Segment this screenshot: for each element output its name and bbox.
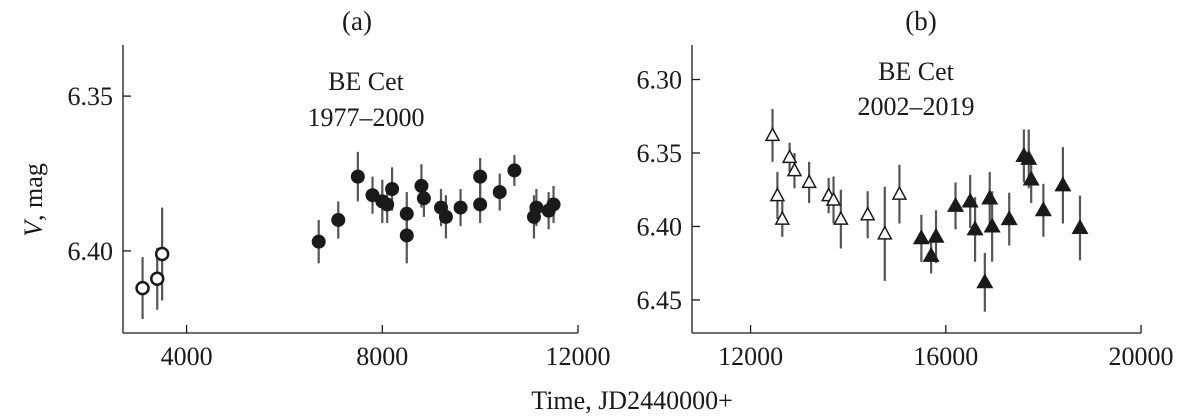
panel-b-ticks: 12000 16000 20000 6.30 6.35 6.40 6.45: [637, 66, 1174, 371]
panel-a-filled-circle-point: [453, 200, 468, 215]
panel-b-filled-triangle-point: [983, 217, 1001, 233]
y-axis-title: V, mag: [19, 163, 48, 237]
panel-b-filled-triangle-point: [927, 227, 945, 243]
panel-b-filled-triangle-point: [976, 273, 994, 289]
panel-b-y-tick-label: 6.40: [637, 212, 683, 241]
panel-b-filled-triangle-point: [1000, 210, 1018, 226]
panel-b-filled-triangle-point: [912, 229, 930, 245]
panel-a-filled-circle-point: [414, 178, 429, 193]
panel-a-filled-circle-point: [529, 200, 544, 215]
panel-b-filled-triangle-point: [922, 246, 940, 262]
panel-a-filled-circle-point: [399, 228, 414, 243]
panel-a-open-circle-point: [149, 271, 165, 287]
panel-b-error-bars: [771, 108, 1082, 312]
y-axis-title-variable: V: [19, 218, 48, 237]
panel-b-filled-triangle-point: [1054, 176, 1072, 192]
panel-b-open-triangle-point: [781, 148, 798, 164]
panel-a-filled-circle-point: [311, 234, 326, 249]
panel-b-x-tick-label: 16000: [913, 342, 978, 371]
panel-b-y-tick-label: 6.45: [637, 286, 683, 315]
panel-b-filled-triangle-point: [947, 196, 965, 212]
x-axis-title: Time, JD2440000+: [531, 386, 733, 415]
panel-b-y-tick-label: 6.35: [637, 139, 683, 168]
panel-b-annotation-years: 2002–2019: [858, 92, 975, 121]
panel-a-markers: [135, 163, 561, 296]
panel-b-label: (b): [905, 6, 936, 36]
panel-a-ticks: 4000 8000 12000 6.35 6.40: [68, 82, 611, 371]
panel-b-filled-triangle-point: [961, 192, 979, 208]
panel-a-x-tick-label: 12000: [546, 342, 611, 371]
panel-b-open-triangle-point: [877, 225, 893, 240]
panel-a-filled-circle-point: [546, 197, 561, 212]
panel-a-filled-circle-point: [331, 212, 346, 227]
panel-a-error-bars: [141, 151, 555, 320]
panel-b-filled-triangle-point: [1020, 149, 1038, 165]
panel-b-open-triangle-point: [769, 187, 786, 202]
panel-b-filled-triangle-point: [1022, 170, 1040, 186]
panel-b-open-triangle-point: [764, 126, 781, 142]
panel-b-filled-triangle-point: [1071, 218, 1089, 234]
panel-b-filled-triangle-point: [966, 220, 984, 236]
panel-a-filled-circle-point: [385, 182, 400, 196]
panel-a-filled-circle-point: [380, 197, 395, 212]
panel-b-x-tick-label: 12000: [718, 342, 783, 371]
panel-b-annotation-star: BE Cet: [878, 57, 955, 86]
panel-b-open-triangle-point: [786, 162, 803, 177]
panel-a-annotation-star: BE Cet: [328, 67, 405, 96]
panel-a-filled-circle-point: [507, 163, 522, 178]
panel-a-filled-circle-point: [438, 209, 453, 224]
panel-b-y-tick-label: 6.30: [637, 66, 683, 95]
panel-b-open-triangle-point: [801, 173, 817, 189]
panel-b-filled-triangle-point: [981, 189, 999, 205]
panel-b-open-triangle-point: [774, 210, 791, 225]
panel-a-open-circle-point: [135, 280, 150, 296]
panel-a-filled-circle-point: [492, 185, 507, 200]
panel-b-open-triangle-point: [825, 191, 842, 206]
panel-a-filled-circle-point: [399, 206, 414, 221]
panel-b: (b) 12000 16000 20000 6.30 6.35 6.40 6.45 BE C…: [637, 6, 1174, 371]
panel-a-filled-circle-point: [473, 169, 488, 184]
panel-b-axes-frame: [691, 45, 1141, 334]
panel-a: (a) 4000 8000 12000 6.35 6.40 BE Cet 1977–20…: [68, 6, 611, 371]
panel-a-filled-circle-point: [350, 169, 365, 184]
panel-a-y-tick-label: 6.35: [68, 82, 114, 111]
panel-b-open-triangle-point: [833, 210, 849, 225]
panel-b-markers: [764, 126, 1089, 289]
panel-a-annotation-years: 1977–2000: [308, 103, 425, 132]
panel-a-filled-circle-point: [416, 191, 431, 206]
panel-a-open-circle-point: [154, 246, 170, 262]
panel-a-label: (a): [342, 6, 372, 36]
panel-a-y-tick-label: 6.40: [68, 237, 114, 266]
panel-b-open-triangle-point: [859, 206, 876, 221]
panel-b-open-triangle-point: [891, 185, 908, 200]
panel-a-axes-frame: [122, 45, 578, 334]
panel-b-x-tick-label: 20000: [1109, 342, 1174, 371]
panel-b-filled-triangle-point: [1034, 201, 1052, 217]
y-axis-title-unit: , mag: [19, 163, 48, 221]
panel-a-x-tick-label: 4000: [161, 342, 213, 371]
panel-a-filled-circle-point: [473, 197, 488, 212]
panel-a-x-tick-label: 8000: [356, 342, 408, 371]
